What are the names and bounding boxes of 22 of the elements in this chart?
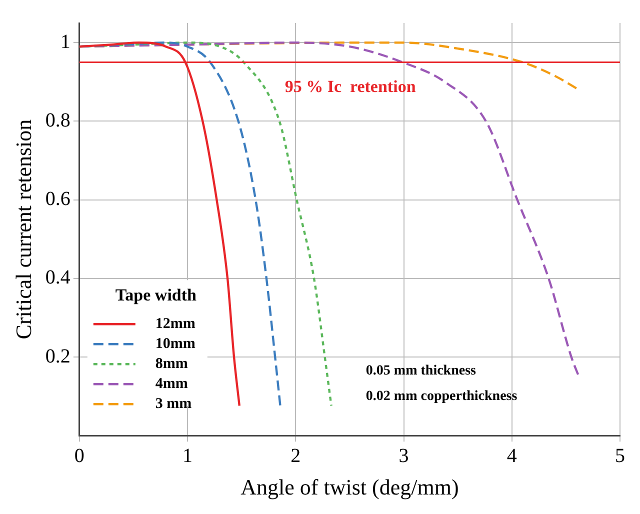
y-axis-title: Critical current retension — [10, 119, 36, 340]
x-tick-label: 0 — [74, 444, 84, 467]
legend-label: 10mm — [155, 336, 196, 352]
x-axis-title: Angle of twist (deg/mm) — [240, 474, 459, 500]
ref-line-label: 95 % Ic retention — [284, 77, 416, 96]
x-tick-label: 2 — [290, 444, 301, 467]
y-tick-label: 0.8 — [45, 109, 70, 132]
x-tick-label: 1 — [182, 444, 193, 467]
annotation: 0.02 mm copperthickness — [366, 388, 518, 404]
legend-label: 3 mm — [155, 396, 192, 412]
x-tick-label: 5 — [615, 444, 625, 467]
y-tick-label: 0.6 — [45, 188, 70, 210]
y-tick-label: 0.2 — [45, 345, 70, 368]
legend-label: 4mm — [155, 376, 188, 392]
legend-label: 12mm — [155, 316, 196, 332]
annotation: 0.05 mm thickness — [366, 363, 477, 378]
x-tick-label: 3 — [398, 444, 409, 467]
y-tick-label: 1 — [60, 30, 70, 53]
legend-title: Tape width — [115, 286, 198, 305]
x-tick-label: 4 — [506, 444, 517, 467]
y-tick-label: 0.4 — [45, 266, 70, 289]
legend-label: 8mm — [155, 356, 188, 372]
